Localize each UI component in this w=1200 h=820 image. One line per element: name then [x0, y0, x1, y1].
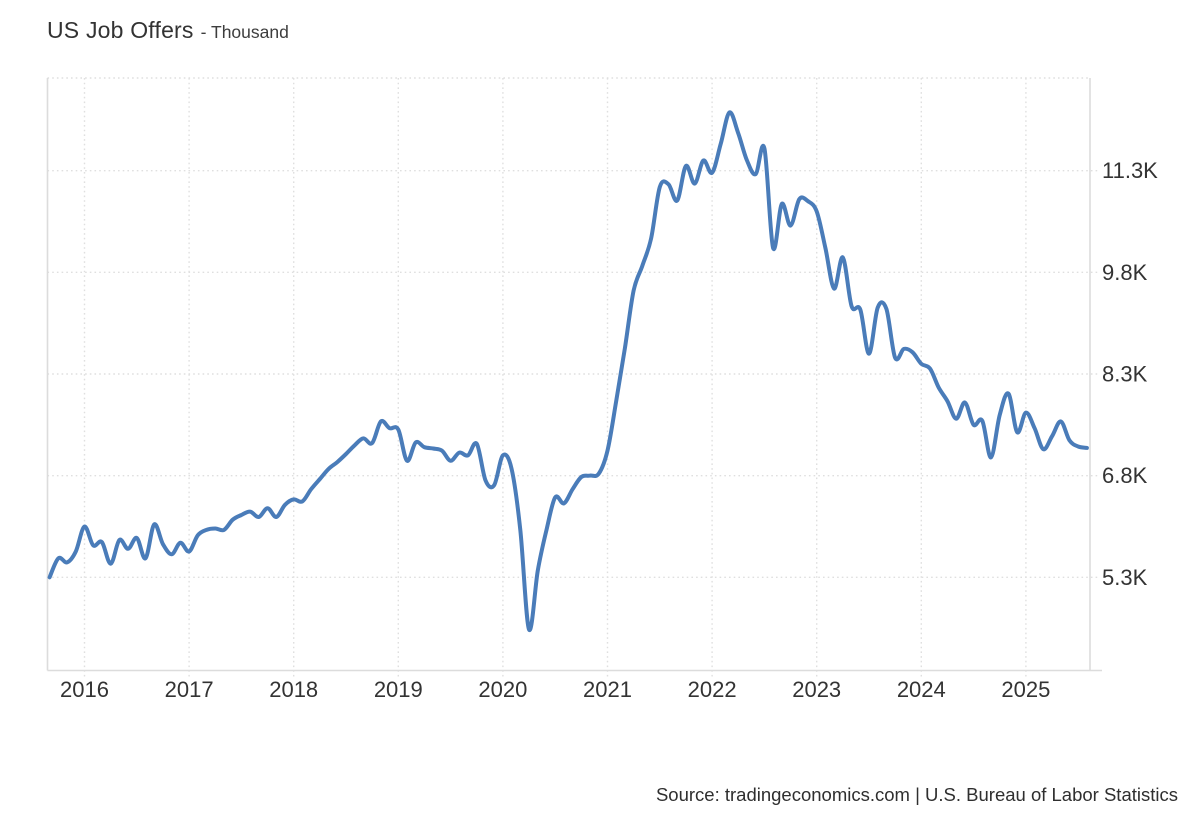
x-axis-label: 2021 — [583, 677, 632, 702]
x-axis-label: 2018 — [269, 677, 318, 702]
y-axis-label: 11.3K — [1102, 158, 1158, 183]
x-axis-label: 2022 — [688, 677, 737, 702]
x-axis-label: 2024 — [897, 677, 946, 702]
y-axis-label: 5.3K — [1102, 565, 1148, 590]
series-line[interactable] — [47, 110, 1089, 632]
source-attribution: Source: tradingeconomics.com | U.S. Bure… — [655, 784, 1178, 805]
x-axis-label: 2019 — [374, 677, 423, 702]
y-axis-label: 9.8K — [1102, 260, 1148, 285]
x-axis-label: 2023 — [792, 677, 841, 702]
chart-header: US Job Offers - Thousand — [47, 17, 289, 44]
x-axis-label: 2017 — [165, 677, 214, 702]
page-title: US Job Offers — [47, 17, 194, 43]
x-axis-label: 2020 — [478, 677, 527, 702]
x-axis-label: 2016 — [60, 677, 109, 702]
y-axis-label: 8.3K — [1102, 362, 1148, 387]
x-axis-label: 2025 — [1001, 677, 1050, 702]
y-axis-label: 6.8K — [1102, 463, 1148, 488]
title-unit-label: - Thousand — [200, 22, 289, 42]
